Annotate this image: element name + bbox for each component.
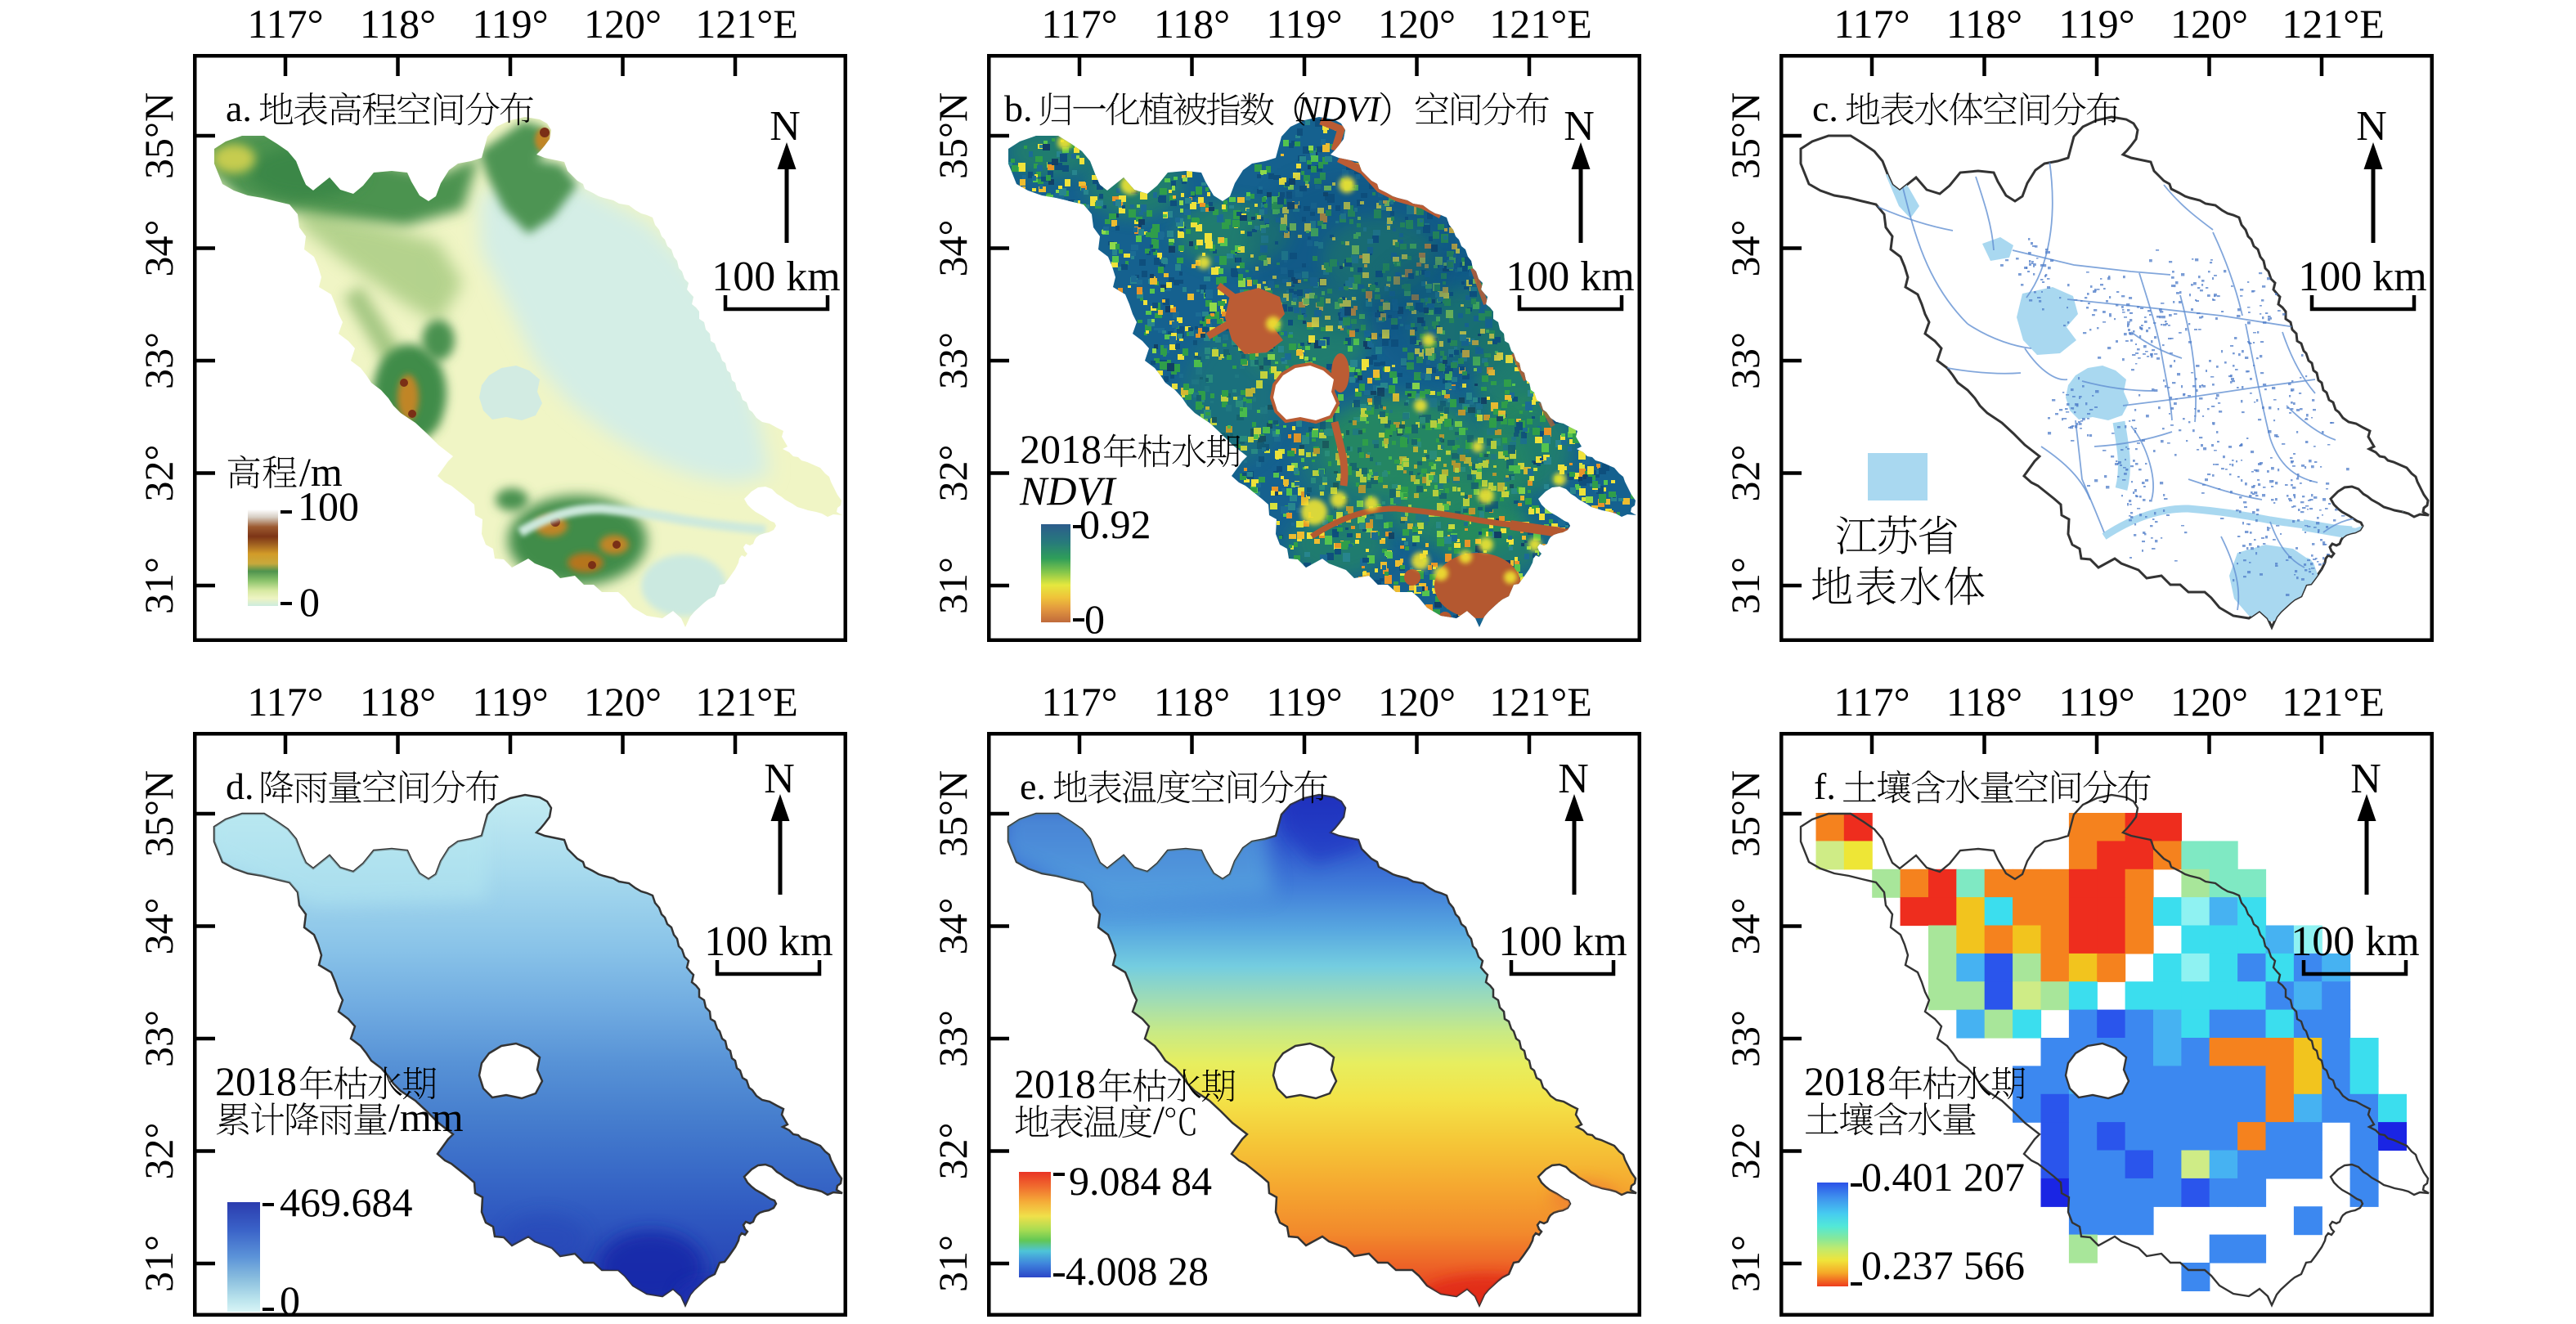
svg-text:121°E: 121°E [1489,679,1592,725]
svg-text:119°: 119° [2058,1,2134,47]
svg-text:118°: 118° [1946,679,2022,725]
svg-text:120°: 120° [1378,1,1456,47]
svg-text:120°: 120° [2170,1,2248,47]
svg-text:e.: e. [1020,765,1046,807]
svg-text:117°: 117° [1041,1,1117,47]
svg-text:32°: 32° [136,1123,182,1180]
svg-text:31°: 31° [1722,557,1768,614]
svg-text:32°: 32° [136,445,182,502]
svg-text:0.237 566: 0.237 566 [1861,1242,2025,1288]
svg-text:2018: 2018 [215,1058,297,1104]
svg-text:121°E: 121°E [695,1,798,47]
svg-text:34°: 34° [136,220,182,277]
svg-text:/m: /m [299,449,343,495]
svg-text:120°: 120° [584,679,662,725]
svg-text:0: 0 [1084,596,1105,642]
svg-text:33°: 33° [136,1010,182,1067]
svg-text:119°: 119° [1266,679,1342,725]
svg-text:35°N: 35°N [136,92,182,179]
svg-text:N: N [2356,103,2387,150]
svg-text:34°: 34° [1722,220,1768,277]
svg-text:119°: 119° [2058,679,2134,725]
svg-text:100 km: 100 km [2291,918,2419,965]
svg-text:N: N [770,103,801,150]
svg-text:2018: 2018 [1020,426,1102,472]
svg-text:32°: 32° [1722,445,1768,502]
svg-text:100: 100 [298,483,359,529]
svg-text:34°: 34° [1722,898,1768,955]
svg-text:121°E: 121°E [2282,1,2385,47]
svg-text:121°E: 121°E [1489,1,1592,47]
svg-text:120°: 120° [1378,679,1456,725]
svg-text:32°: 32° [1722,1123,1768,1180]
svg-text:2018: 2018 [1014,1061,1096,1106]
svg-text:120°: 120° [2170,679,2248,725]
svg-text:35°N: 35°N [136,770,182,857]
svg-text:d.: d. [226,765,254,807]
svg-text:N: N [764,756,795,802]
svg-text:33°: 33° [136,332,182,389]
svg-text:119°: 119° [1266,1,1342,47]
svg-text:32°: 32° [930,445,976,502]
svg-text:119°: 119° [472,1,548,47]
svg-text:100 km: 100 km [2298,254,2426,300]
svg-text:33°: 33° [930,332,976,389]
svg-text:119°: 119° [472,679,548,725]
svg-text:118°: 118° [1154,679,1230,725]
svg-text:100 km: 100 km [711,254,840,300]
svg-text:34°: 34° [930,220,976,277]
svg-text:9.084 84: 9.084 84 [1069,1158,1212,1204]
svg-text:/mm: /mm [388,1094,464,1140]
svg-text:33°: 33° [930,1010,976,1067]
svg-text:33°: 33° [1722,332,1768,389]
svg-text:4.008 28: 4.008 28 [1066,1248,1209,1294]
svg-text:118°: 118° [360,679,436,725]
svg-text:31°: 31° [930,1235,976,1292]
svg-text:117°: 117° [1833,1,1910,47]
svg-text:120°: 120° [584,1,662,47]
svg-text:31°: 31° [136,557,182,614]
svg-text:34°: 34° [136,898,182,955]
svg-text:/: / [1153,1097,1165,1142]
svg-text:100 km: 100 km [1498,918,1627,965]
svg-text:31°: 31° [930,557,976,614]
svg-text:NDVI: NDVI [1295,89,1382,129]
svg-text:34°: 34° [930,898,976,955]
svg-text:N: N [1558,756,1589,802]
svg-text:35°N: 35°N [1722,92,1768,179]
svg-text:a.: a. [226,88,252,129]
svg-text:N: N [2350,756,2381,802]
svg-text:100 km: 100 km [704,918,832,965]
svg-text:35°N: 35°N [1722,770,1768,857]
svg-text:NDVI: NDVI [1019,468,1117,514]
svg-text:32°: 32° [930,1123,976,1180]
svg-text:0: 0 [299,579,320,625]
svg-text:117°: 117° [247,679,323,725]
svg-text:31°: 31° [136,1235,182,1292]
svg-text:118°: 118° [1946,1,2022,47]
svg-text:35°N: 35°N [930,770,976,857]
svg-text:c.: c. [1812,88,1838,129]
svg-text:31°: 31° [1722,1235,1768,1292]
svg-text:118°: 118° [360,1,436,47]
svg-text:117°: 117° [1833,679,1910,725]
svg-text:2018: 2018 [1804,1058,1886,1104]
svg-text:0.92: 0.92 [1079,501,1151,547]
svg-text:0.401 207: 0.401 207 [1861,1154,2025,1200]
svg-text:117°: 117° [1041,679,1117,725]
svg-text:118°: 118° [1154,1,1230,47]
svg-text:b.: b. [1004,88,1033,129]
svg-text:33°: 33° [1722,1010,1768,1067]
svg-text:469.684: 469.684 [280,1179,413,1225]
svg-text:f.: f. [1814,765,1836,807]
svg-text:117°: 117° [247,1,323,47]
svg-text:35°N: 35°N [930,92,976,179]
svg-text:121°E: 121°E [695,679,798,725]
svg-text:121°E: 121°E [2282,679,2385,725]
svg-text:N: N [1564,103,1595,150]
svg-text:100 km: 100 km [1506,254,1634,300]
